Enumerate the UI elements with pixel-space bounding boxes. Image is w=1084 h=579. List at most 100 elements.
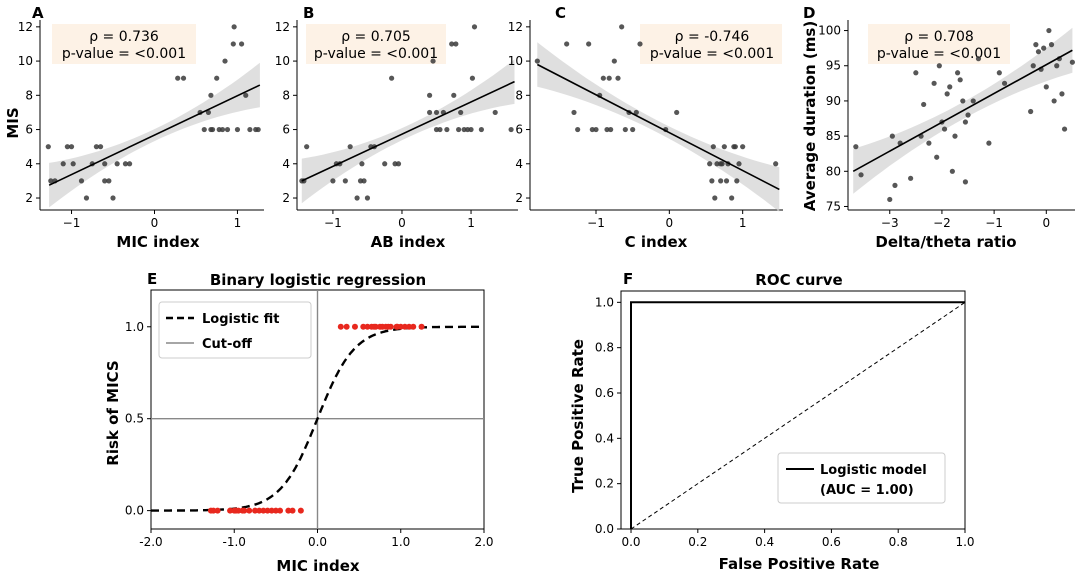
panel-d-ytick-label: 80 [826, 164, 841, 178]
panel-d-data-point [949, 168, 955, 174]
panel-e-event-point-zero [297, 507, 304, 514]
panel-d-data-point [931, 80, 937, 86]
panel-d-data-point [1054, 63, 1060, 69]
panel-c-data-point [622, 126, 628, 133]
panel-b: B AB index ρ = 0.705 p-value = <0.001 −1… [275, 4, 518, 251]
panel-f-legend-label: Logistic model [820, 463, 927, 478]
panel-b-data-point [433, 109, 440, 116]
panel-d-data-point [952, 133, 958, 139]
panel-b-data-point [304, 144, 310, 150]
panel-b-stats-box [306, 24, 446, 64]
panel-d-data-point [1043, 84, 1049, 90]
panel-b-data-point [342, 178, 348, 184]
panel-c-xtick-label: 0 [666, 216, 674, 230]
panel-d-ytick-label: 100 [818, 24, 841, 38]
panel-b-data-point [361, 178, 367, 184]
panel-c-data-point [611, 58, 617, 64]
panel-d-xtick-label: −1 [985, 216, 1003, 230]
panel-b-data-point [433, 126, 440, 133]
panel-b-pvalue: p-value = <0.001 [314, 46, 438, 62]
panel-c-data-point [734, 178, 740, 184]
panel-b-ytick-label: 6 [282, 123, 290, 137]
panel-a-stats-box [52, 24, 196, 64]
panel-c-data-point [736, 161, 742, 167]
panel-d-rho: ρ = 0.708 [904, 29, 974, 45]
panel-a-rho: ρ = 0.736 [89, 29, 159, 45]
panel-d-data-point [954, 70, 961, 76]
panel-a-regression-line [48, 84, 261, 186]
panel-e-event-point-zero [277, 507, 284, 514]
panel-d-data-point [853, 144, 859, 150]
panel-b-data-point [427, 92, 433, 98]
panel-e-ylabel: Risk of MICS [104, 360, 122, 465]
panel-letter-b: B [303, 4, 314, 22]
panel-c-ytick-label: 10 [508, 54, 523, 68]
panel-e-event-point-one [418, 323, 425, 330]
panel-f-ylabel: True Positive Rate [569, 339, 587, 493]
panel-a-data-point [83, 195, 90, 201]
panel-d-data-point [996, 70, 1002, 76]
panel-c-ytick-label: 12 [508, 20, 523, 34]
panel-b-data-point [354, 195, 360, 201]
panel-e-xtick-label: -1.0 [223, 535, 246, 549]
panel-d-ytick-label: 85 [826, 129, 841, 143]
panel-f-xtick-label: 1.0 [955, 535, 974, 549]
panel-d-data-point [986, 140, 992, 146]
panel-b-data-point [444, 126, 450, 133]
panel-d-regression-line [852, 49, 1073, 172]
panel-d-stats-box [868, 24, 1010, 64]
panel-d-ylabel: Average duration (ms) [801, 21, 819, 211]
panel-d-data-point [1030, 63, 1036, 69]
panel-e-event-point-zero [227, 507, 234, 514]
panel-a-data-point [102, 178, 108, 184]
panel-d-data-point [957, 77, 963, 83]
panel-c-data-point [740, 144, 746, 150]
panel-f-title: ROC curve [755, 271, 842, 289]
panel-c-data-point [600, 75, 606, 81]
panel-e-ytick-label: 1.0 [125, 320, 144, 334]
panel-a-data-point [239, 41, 245, 47]
panel-c-data-point [773, 161, 779, 167]
panel-c-xtick-label: 1 [739, 216, 747, 230]
panel-c-data-point [709, 178, 715, 184]
panel-d-data-point [1001, 80, 1008, 86]
panel-c-data-point [615, 75, 621, 81]
panel-f: F ROC curve True Positive Rate False Pos… [569, 270, 975, 573]
panel-f-ytick-label: 0.2 [595, 477, 614, 491]
panel-f-xlabel: False Positive Rate [719, 555, 880, 573]
panel-b-data-point [427, 109, 433, 116]
panel-c-data-point [630, 126, 636, 133]
panel-b-ytick-label: 8 [282, 88, 290, 102]
panel-e-xtick-label: 0.0 [308, 535, 327, 549]
panel-letter-d: D [803, 4, 815, 22]
panel-c-data-point [575, 126, 581, 133]
panel-a-data-point [219, 126, 226, 133]
panel-c-data-point [564, 41, 570, 47]
panel-c-pvalue: p-value = <0.001 [650, 46, 774, 62]
panel-a-xtick-label: 0 [151, 216, 159, 230]
panel-e-ytick-label: 0.0 [125, 504, 144, 518]
panel-b-data-point [451, 92, 457, 98]
panel-d-xtick-label: 0 [1042, 216, 1050, 230]
panel-b-ytick-label: 2 [282, 191, 290, 205]
panel-e-event-point-zero [260, 507, 267, 514]
panel-a-data-point [222, 58, 228, 64]
panel-c-ytick-label: 2 [515, 191, 523, 205]
panel-b-ytick-label: 10 [275, 54, 290, 68]
panel-c-data-point [619, 24, 625, 30]
panel-b-data-point [453, 41, 459, 47]
panel-f-legend-auc: (AUC = 1.00) [820, 483, 914, 498]
panel-c-data-point [534, 58, 540, 64]
panel-b-xtick-label: 1 [467, 216, 475, 230]
panel-letter-e: E [147, 270, 157, 288]
panel-d-data-point [1028, 108, 1034, 115]
panel-c-data-point [571, 109, 577, 116]
panel-e-title: Binary logistic regression [210, 271, 426, 289]
panel-c-ytick-label: 6 [515, 123, 523, 137]
panel-letter-a: A [32, 4, 44, 22]
panel-e-event-point-zero [285, 507, 292, 514]
panel-c-data-point [674, 109, 680, 116]
panel-d-data-point [1035, 49, 1042, 55]
panel-d-data-point [889, 133, 895, 139]
